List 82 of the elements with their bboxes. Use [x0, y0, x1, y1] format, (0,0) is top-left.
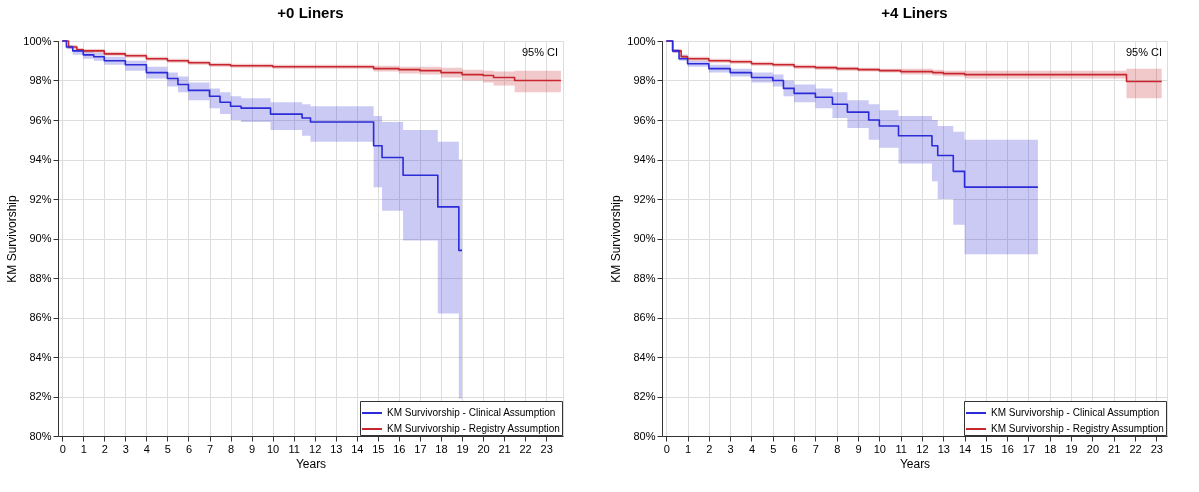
y-tick-label: 86% — [29, 311, 52, 323]
x-tick-label: 6 — [791, 442, 798, 455]
x-tick-label: 7 — [812, 442, 819, 455]
y-tick-label: 100% — [627, 34, 656, 47]
x-tick-label: 5 — [164, 442, 171, 455]
x-tick-label: 19 — [1065, 442, 1078, 455]
x-tick-label: 9 — [855, 442, 862, 455]
legend-label: KM Survivorship - Registry Assumption — [991, 423, 1164, 434]
x-tick-label: 22 — [519, 442, 532, 455]
x-tick-label: 0 — [663, 442, 670, 455]
x-tick-label: 7 — [206, 442, 214, 455]
x-tick-label: 22 — [1129, 442, 1142, 455]
x-tick-label: 16 — [393, 442, 406, 455]
x-tick-label: 6 — [185, 442, 193, 455]
y-tick-label: 94% — [29, 153, 52, 165]
x-tick-label: 10 — [267, 442, 280, 455]
y-tick-label: 92% — [633, 192, 656, 205]
x-tick-label: 20 — [1086, 442, 1100, 455]
x-tick-label: 2 — [706, 442, 713, 455]
x-tick-label: 11 — [895, 442, 907, 455]
x-tick-label: 9 — [249, 442, 256, 455]
x-tick-label: 15 — [372, 442, 385, 455]
y-axis-title: KM Survivorship — [609, 195, 624, 283]
chart-title: +0 Liners — [277, 4, 344, 21]
x-tick-label: 17 — [1022, 442, 1036, 455]
y-tick-label: 88% — [29, 271, 52, 284]
x-tick-label: 20 — [477, 442, 490, 455]
x-tick-label: 0 — [59, 442, 66, 455]
x-tick-label: 8 — [227, 442, 235, 455]
y-tick-label: 82% — [633, 390, 656, 402]
x-tick-label: 18 — [1044, 442, 1057, 455]
x-tick-label: 14 — [958, 442, 972, 455]
y-tick-label: 88% — [633, 271, 656, 284]
x-tick-label: 23 — [1150, 442, 1163, 455]
x-tick-label: 23 — [540, 442, 553, 455]
x-tick-label: 2 — [101, 442, 108, 455]
y-tick-label: 90% — [29, 232, 52, 244]
x-tick-label: 3 — [727, 442, 734, 455]
y-tick-label: 82% — [29, 390, 52, 402]
annotation: 95% CI — [1125, 46, 1162, 58]
chart-title: +4 Liners — [881, 4, 948, 21]
y-tick-label: 84% — [29, 350, 52, 363]
x-tick-label: 5 — [770, 442, 777, 455]
x-tick-label: 14 — [351, 442, 364, 455]
x-tick-label: 19 — [456, 442, 469, 455]
legend-label: KM Survivorship - Registry Assumption — [387, 423, 560, 434]
x-tick-label: 12 — [916, 442, 929, 455]
x-tick-label: 8 — [834, 442, 841, 455]
x-tick-label: 12 — [309, 442, 322, 455]
x-tick-label: 11 — [288, 442, 300, 455]
y-tick-label: 94% — [633, 153, 656, 165]
x-tick-label: 17 — [414, 442, 427, 455]
y-tick-label: 96% — [633, 113, 656, 126]
x-tick-label: 15 — [980, 442, 993, 455]
legend-label: KM Survivorship - Clinical Assumption — [387, 407, 556, 418]
legend-label: KM Survivorship - Clinical Assumption — [991, 407, 1160, 418]
x-tick-label: 21 — [1108, 442, 1121, 455]
x-tick-label: 4 — [748, 442, 756, 455]
y-tick-label: 80% — [29, 429, 52, 442]
x-tick-label: 13 — [937, 442, 950, 455]
x-tick-label: 4 — [143, 442, 150, 455]
y-tick-label: 98% — [29, 74, 52, 86]
x-tick-label: 10 — [873, 442, 886, 455]
x-tick-label: 18 — [435, 442, 448, 455]
x-axis-title: Years — [899, 456, 931, 471]
x-tick-label: 13 — [330, 442, 343, 455]
y-tick-label: 92% — [29, 192, 52, 205]
annotation: 95% CI — [521, 46, 558, 58]
y-tick-label: 90% — [633, 232, 656, 244]
x-tick-label: 1 — [685, 442, 692, 455]
x-tick-label: 3 — [122, 442, 129, 455]
x-tick-label: 1 — [80, 442, 87, 455]
x-tick-label: 21 — [498, 442, 511, 455]
y-tick-label: 100% — [23, 34, 52, 47]
y-tick-label: 98% — [633, 74, 656, 86]
x-axis-title: Years — [295, 456, 327, 471]
x-tick-label: 16 — [1001, 442, 1014, 455]
y-axis-title: KM Survivorship — [5, 195, 20, 283]
y-tick-label: 86% — [633, 311, 656, 323]
y-tick-label: 96% — [29, 113, 52, 126]
y-tick-label: 84% — [633, 350, 656, 363]
y-tick-label: 80% — [633, 429, 656, 442]
